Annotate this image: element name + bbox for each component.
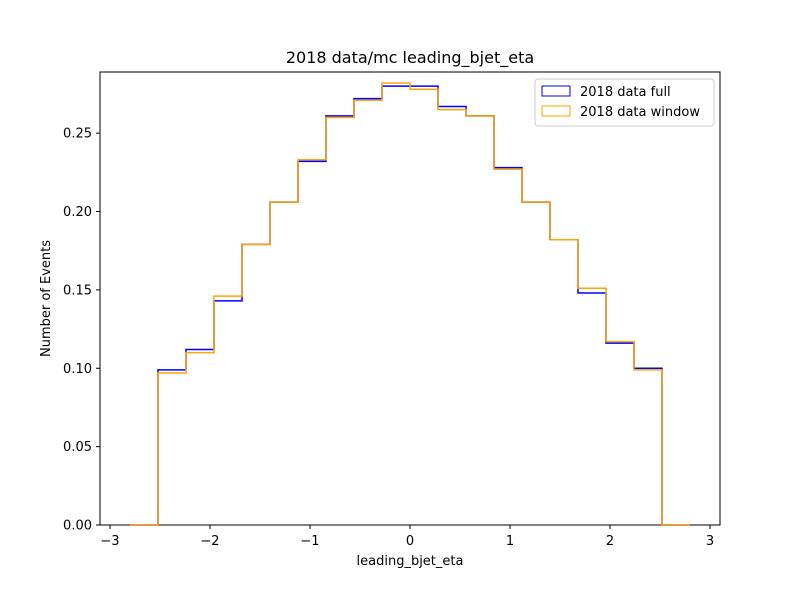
series-step-window: [130, 82, 690, 526]
y-tick-label: 0.25: [63, 127, 92, 142]
legend: 2018 data full 2018 data window: [534, 78, 715, 127]
plot-area: [99, 71, 721, 526]
y-axis: 0.00 0.05 0.10 0.15 0.20 0.25: [63, 127, 100, 534]
plot-frame: [99, 71, 721, 526]
x-tick-label: 3: [706, 534, 714, 549]
legend-box: [534, 78, 715, 127]
x-tick-label: −3: [100, 534, 119, 549]
y-tick-label: 0.15: [63, 283, 92, 298]
series-layer: [130, 82, 690, 526]
legend-label-window: 2018 data window: [580, 105, 700, 120]
y-tick-label: 0.05: [63, 440, 92, 455]
x-tick-label: 1: [506, 534, 514, 549]
x-tick-label: 0: [406, 534, 414, 549]
chart-title: 2018 data/mc leading_bjet_eta: [286, 48, 534, 68]
y-tick-label: 0.20: [63, 205, 92, 220]
x-axis-label: leading_bjet_eta: [357, 554, 464, 569]
x-tick-label: −1: [300, 534, 319, 549]
legend-label-full: 2018 data full: [580, 85, 671, 100]
x-tick-label: 2: [606, 534, 614, 549]
legend-swatch-full: [541, 85, 571, 97]
y-tick-label: 0.00: [63, 519, 92, 534]
legend-swatch-window: [541, 105, 571, 117]
x-axis: −3 −2 −1 0 1 2 3: [100, 525, 714, 549]
y-axis-label: Number of Events: [39, 240, 54, 357]
y-tick-label: 0.10: [63, 362, 92, 377]
x-tick-label: −2: [200, 534, 219, 549]
